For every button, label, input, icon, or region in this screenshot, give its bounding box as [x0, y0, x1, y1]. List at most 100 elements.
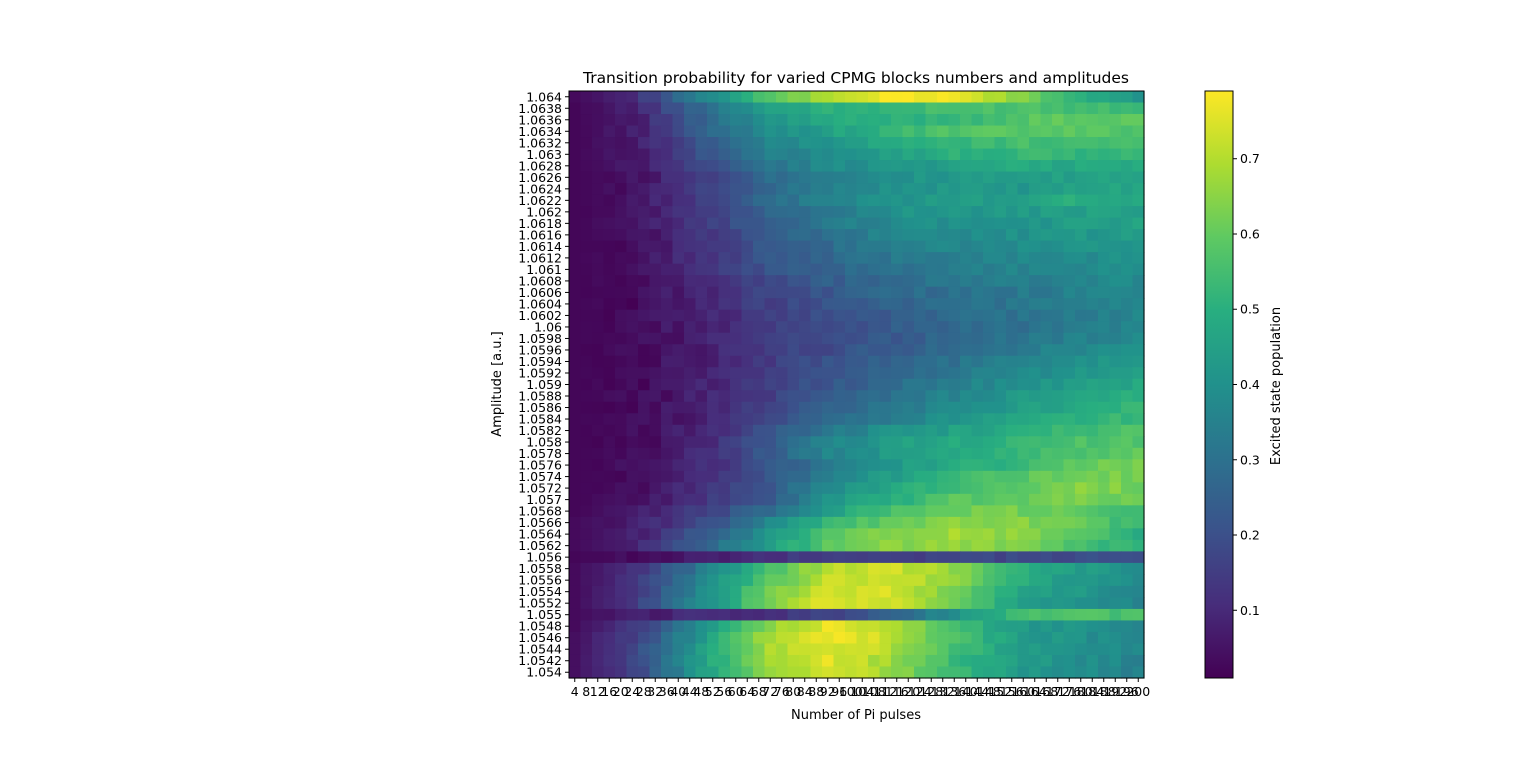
colorbar-tick-label: 0.1 — [1240, 603, 1260, 618]
heatmap-cell — [1029, 240, 1042, 253]
heatmap-cell — [661, 217, 674, 230]
heatmap-cell — [776, 286, 789, 299]
heatmap-cell — [971, 378, 984, 391]
heatmap-cell — [822, 321, 835, 334]
heatmap-cell — [753, 298, 766, 311]
heatmap-cell — [810, 539, 823, 552]
heatmap-cell — [626, 654, 639, 668]
heatmap-cell — [764, 183, 777, 196]
heatmap-cell — [741, 137, 754, 150]
heatmap-cell — [971, 125, 984, 138]
heatmap-cell — [730, 482, 743, 495]
x-tick-label: 64 — [739, 684, 755, 699]
heatmap-cell — [672, 229, 685, 242]
heatmap-cell — [603, 183, 616, 196]
heatmap-cell — [822, 424, 835, 437]
heatmap-cell — [776, 309, 789, 322]
heatmap-cell — [741, 102, 754, 115]
heatmap-cell — [983, 574, 996, 587]
heatmap-cell — [753, 252, 766, 265]
heatmap-cell — [569, 91, 582, 104]
heatmap-cell — [569, 275, 582, 288]
heatmap-cell — [1040, 413, 1053, 426]
heatmap-cell — [1121, 620, 1134, 633]
heatmap-cell — [707, 574, 720, 587]
heatmap-cell — [1006, 413, 1019, 426]
heatmap-cell — [879, 539, 892, 552]
heatmap-cell — [764, 367, 777, 380]
heatmap-cell — [879, 401, 892, 414]
heatmap-cell — [615, 436, 628, 449]
heatmap-cell — [914, 252, 927, 265]
heatmap-cell — [799, 263, 812, 276]
heatmap-cell — [787, 332, 800, 345]
heatmap-cell — [983, 240, 996, 253]
heatmap-cell — [971, 344, 984, 357]
heatmap-cell — [649, 551, 662, 564]
heatmap-cell — [833, 240, 846, 253]
heatmap-cell — [1109, 229, 1122, 242]
heatmap-cell — [1121, 229, 1134, 242]
heatmap-cell — [902, 597, 915, 610]
x-tick-label: 16 — [601, 684, 617, 699]
y-tick-label: 1.0588 — [518, 389, 562, 404]
heatmap-cell — [649, 631, 662, 645]
heatmap-cell — [1052, 597, 1065, 610]
heatmap-cell — [833, 91, 846, 104]
heatmap-cell — [914, 643, 927, 656]
heatmap-cell — [695, 367, 708, 380]
heatmap-cell — [799, 309, 812, 322]
heatmap-cell — [799, 275, 812, 288]
x-tick-label: 84 — [797, 684, 813, 699]
heatmap-cell — [649, 424, 662, 437]
heatmap-cell — [810, 298, 823, 311]
heatmap-cell — [845, 275, 858, 288]
heatmap-cell — [1132, 114, 1145, 127]
heatmap-cell — [592, 447, 605, 460]
heatmap-cell — [960, 643, 973, 656]
heatmap-cell — [707, 367, 720, 380]
heatmap-cell — [626, 539, 639, 552]
heatmap-cell — [1040, 125, 1053, 138]
heatmap-cell — [684, 160, 697, 173]
heatmap-cell — [914, 229, 927, 242]
heatmap-cell — [764, 585, 777, 599]
heatmap-cell — [983, 539, 996, 552]
heatmap-cell — [994, 654, 1007, 668]
heatmap-cell — [1029, 493, 1042, 506]
heatmap-cell — [1017, 654, 1030, 668]
heatmap-cell — [580, 597, 593, 610]
heatmap-cell — [856, 551, 869, 564]
heatmap-cell — [718, 125, 731, 138]
heatmap-cell — [937, 608, 950, 622]
heatmap-cell — [891, 355, 904, 368]
heatmap-cell — [718, 401, 731, 414]
heatmap-cell — [741, 551, 754, 564]
heatmap-cell — [960, 309, 973, 322]
heatmap-cell — [741, 562, 754, 576]
x-tick-label: 12 — [590, 684, 606, 699]
heatmap-cell — [1029, 505, 1042, 518]
heatmap-cell — [580, 643, 593, 656]
heatmap-cell — [810, 160, 823, 173]
heatmap-cell — [592, 91, 605, 104]
heatmap-cell — [672, 643, 685, 656]
heatmap-cell — [971, 585, 984, 599]
heatmap-cell — [1098, 413, 1111, 426]
heatmap-cell — [810, 137, 823, 150]
heatmap-cell — [971, 229, 984, 242]
heatmap-cell — [994, 321, 1007, 334]
heatmap-cell — [569, 160, 582, 173]
heatmap-cell — [879, 137, 892, 150]
heatmap-cell — [1029, 528, 1042, 541]
heatmap-cell — [868, 367, 881, 380]
heatmap-cell — [914, 516, 927, 529]
heatmap-cell — [971, 171, 984, 184]
heatmap-cell — [1086, 620, 1099, 633]
heatmap-cell — [799, 574, 812, 587]
y-tick-label: 1.0596 — [518, 342, 562, 357]
heatmap-cell — [1109, 539, 1122, 552]
heatmap-cell — [649, 608, 662, 622]
heatmap-cell — [1063, 562, 1076, 576]
heatmap-cell — [695, 539, 708, 552]
